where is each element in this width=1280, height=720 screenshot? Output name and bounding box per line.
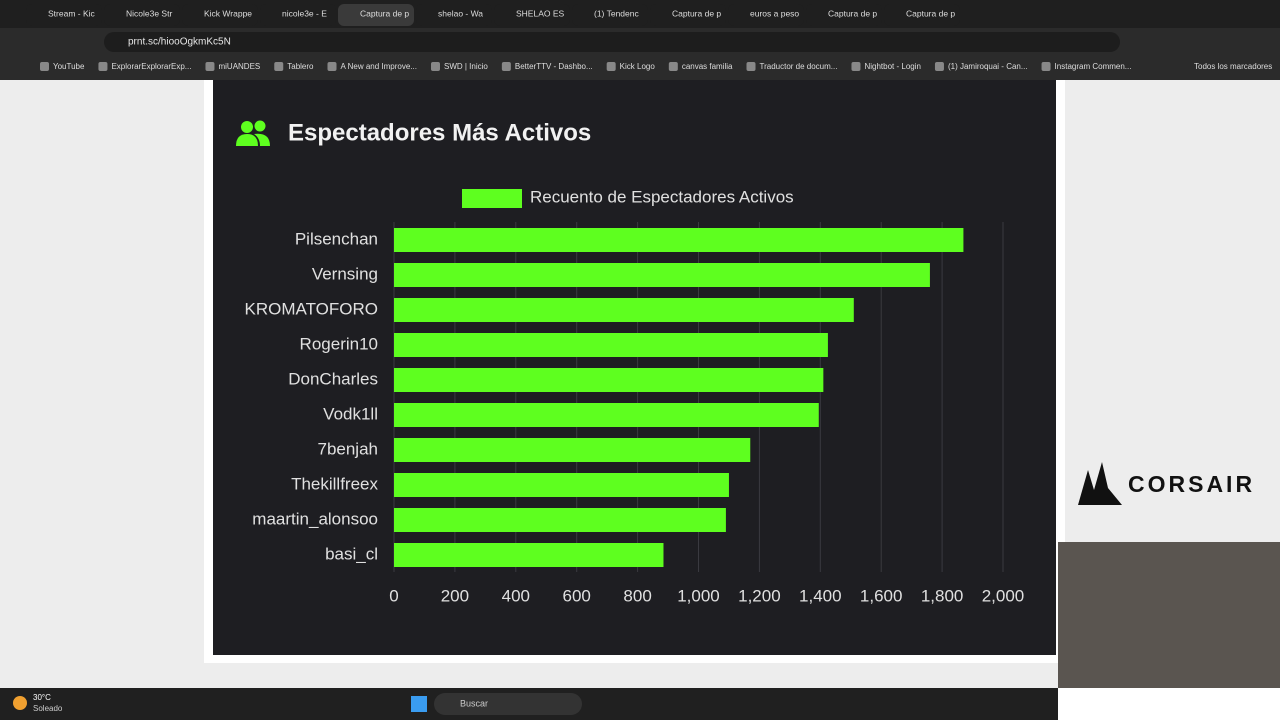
all-bookmarks[interactable]: Todos los marcadores [1194,62,1272,71]
bookmark-icon [274,62,284,71]
x-tick-label: 600 [563,586,591,605]
bookmark[interactable]: SWD | Inicio [444,62,488,71]
bar [394,368,824,392]
brand: CORSAIR [1128,471,1255,497]
weather: Soleado [33,704,63,713]
tab[interactable] [806,4,882,26]
tab-title: Captura de p [360,8,409,18]
tab-title: Stream - Kic [48,8,96,18]
x-tick-label: 1,600 [860,586,903,605]
x-tick-label: 1,200 [738,586,781,605]
tab[interactable] [338,4,414,26]
tab[interactable] [728,4,804,26]
bookmark[interactable]: canvas familia [682,62,733,71]
x-tick-label: 1,400 [799,586,842,605]
tab-title: Nicole3e Str [126,8,172,18]
tab[interactable] [650,4,726,26]
webcam [1058,542,1280,688]
search-box[interactable] [434,693,582,715]
search: Buscar [460,698,488,708]
bar [394,228,964,252]
bookmark-icon [851,62,861,71]
bookmark[interactable]: ExplorarExplorarExp... [111,62,191,71]
tab-title: Captura de p [906,8,955,18]
tab[interactable] [182,4,258,26]
bar [394,543,664,567]
tab-title: nicole3e - E [282,8,327,18]
tab-title: Kick Wrappe [204,8,252,18]
bookmark[interactable]: Traductor de docum... [760,62,838,71]
tab[interactable] [104,4,180,26]
y-tick-label: Vernsing [312,264,378,283]
legend-swatch [462,189,522,208]
tab-title: SHELAO ES [516,8,565,18]
y-tick-label: basi_cl [325,544,378,563]
x-tick-label: 200 [441,586,469,605]
tab[interactable] [572,4,648,26]
tab-title: shelao - Wa [438,8,483,18]
bookmark-icon [501,62,511,71]
bookmark-icon [98,62,108,71]
x-tick-label: 800 [623,586,651,605]
y-tick-label: Vodk1ll [323,404,378,423]
bookmark-icon [934,62,944,71]
bookmark[interactable]: BetterTTV - Dashbo... [515,62,593,71]
y-tick-label: Rogerin10 [300,334,378,353]
x-tick-label: 400 [502,586,530,605]
x-tick-label: 0 [389,586,398,605]
bookmark[interactable]: A New and Improve... [341,62,417,71]
bookmark[interactable]: Kick Logo [620,62,656,71]
y-tick-label: DonCharles [288,369,378,388]
bookmark-icon [746,62,756,71]
tab[interactable] [884,4,960,26]
tab-title: Captura de p [828,8,877,18]
users-icon [236,120,270,146]
x-tick-label: 1,800 [921,586,964,605]
bar [394,403,819,427]
chart-title: Espectadores Más Activos [288,119,591,146]
x-tick-label: 2,000 [982,586,1025,605]
corsair-logo [1078,462,1122,505]
tab-title: euros a peso [750,8,799,18]
weather-icon [13,696,27,710]
bookmark-icon [327,62,337,71]
bookmark[interactable]: Instagram Commen... [1055,62,1132,71]
temperature: 30°C [33,693,51,702]
chart-panel [213,80,1056,655]
bookmark[interactable]: Tablero [287,62,314,71]
bar [394,298,854,322]
bookmark[interactable]: Nightbot - Login [864,62,920,71]
legend-label: Recuento de Espectadores Activos [530,187,794,206]
bookmark[interactable]: (1) Jamiroquai - Can... [948,62,1028,71]
y-tick-label: Pilsenchan [295,229,378,248]
address-bar[interactable] [104,32,1120,52]
y-tick-label: Thekillfreex [291,474,378,493]
tab[interactable] [416,4,492,26]
bookmark-icon [1041,62,1051,71]
y-tick-label: maartin_alonsoo [252,509,378,528]
url: prnt.sc/hiooOgkmKc5N [128,37,231,48]
bookmark-icon [205,62,215,71]
tab-title: Captura de p [672,8,721,18]
bar [394,263,930,287]
tab[interactable] [260,4,336,26]
bar [394,508,726,532]
y-tick-label: KROMATOFORO [245,299,379,318]
bookmark-icon [430,62,440,71]
y-tick-label: 7benjah [317,439,378,458]
bar [394,473,729,497]
bar [394,438,751,462]
bookmark[interactable]: YouTube [53,62,85,71]
bookmark-icon [606,62,616,71]
bookmark-icon [668,62,678,71]
bookmark-icon [40,62,49,71]
bar [394,333,828,357]
x-tick-label: 1,000 [677,586,720,605]
bookmark[interactable]: miUANDES [218,62,260,71]
tab-title: (1) Tendenc [594,8,639,18]
tab[interactable] [26,4,102,26]
tab[interactable] [494,4,570,26]
start-button[interactable] [411,696,427,712]
